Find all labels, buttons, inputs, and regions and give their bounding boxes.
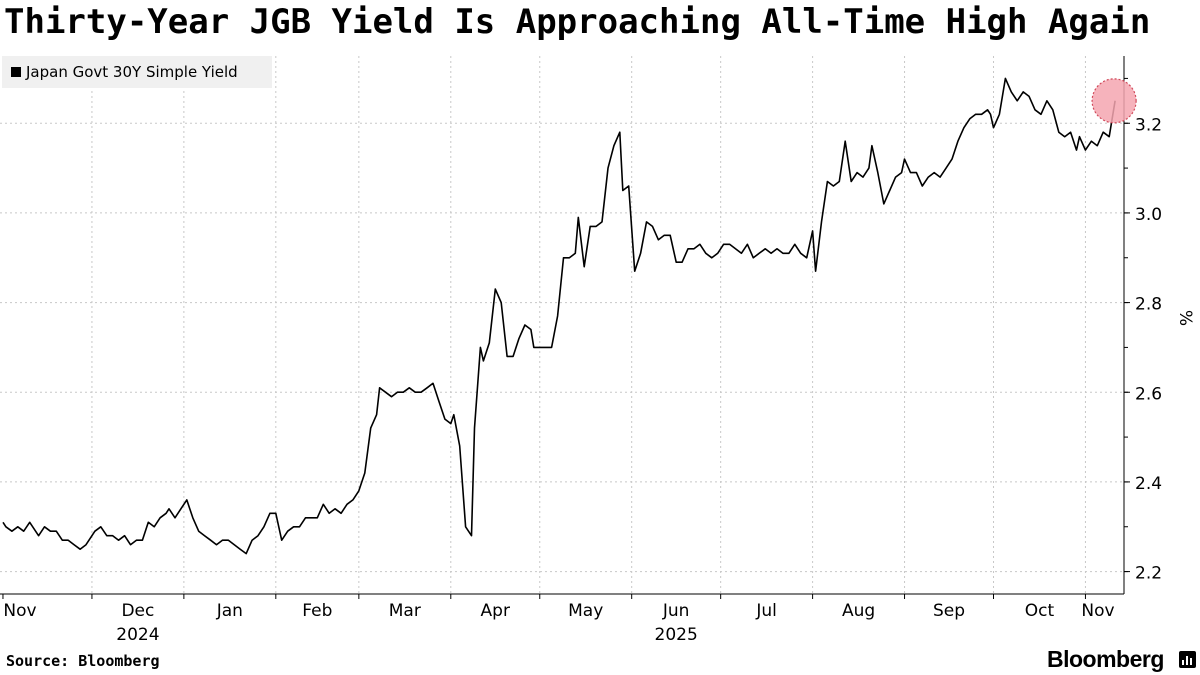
grid-lines: [0, 56, 1124, 594]
legend: Japan Govt 30Y Simple Yield: [2, 56, 272, 88]
legend-label: Japan Govt 30Y Simple Yield: [26, 63, 238, 81]
x-tick-labels: Nov Dec 2024 Jan Feb Mar Apr May Jun 2025 Jul Aug Se…: [3, 601, 1114, 645]
x-tick-label: Sep: [933, 601, 965, 621]
x-tick-label: Oct: [1025, 601, 1055, 621]
source-note: Source: Bloomberg: [6, 652, 160, 670]
y-tick-label: 2.6: [1135, 384, 1162, 404]
x-tick-label: Jul: [755, 601, 777, 621]
x-tick-label: Nov: [1081, 601, 1114, 621]
x-tick-label: Feb: [302, 601, 332, 621]
axes: [0, 56, 1130, 599]
series-line-japan-govt-30y: [2, 77, 1116, 555]
x-tick-label: May: [568, 601, 603, 621]
x-tick-label: Apr: [481, 601, 510, 621]
x-tick-label: Nov: [3, 601, 36, 621]
y-tick-label: 2.8: [1135, 295, 1162, 315]
x-tick-label: Dec: [121, 601, 154, 621]
latest-value-highlight: [1091, 78, 1137, 124]
x-tick-label: Jun: [662, 601, 690, 621]
bar-chart-icon: [1179, 651, 1196, 668]
x-tick-label: Aug: [842, 601, 875, 621]
y-tick-label: 3.0: [1135, 205, 1162, 225]
x-year-label: 2024: [116, 625, 159, 645]
x-year-label: 2025: [655, 625, 698, 645]
y-tick-labels: 2.2 2.4 2.6 2.8 3.0 3.2: [1135, 115, 1162, 583]
brand-name: Bloomberg: [1047, 646, 1164, 672]
y-axis-label: %: [1175, 310, 1195, 326]
x-tick-label: Jan: [216, 601, 243, 621]
y-tick-label: 2.2: [1135, 564, 1162, 584]
y-tick-label: 3.2: [1135, 115, 1162, 135]
x-tick-label: Mar: [389, 601, 421, 621]
chart-title: Thirty-Year JGB Yield Is Approaching All…: [4, 2, 1151, 42]
y-tick-label: 2.4: [1135, 474, 1162, 494]
legend-swatch: [11, 67, 21, 77]
